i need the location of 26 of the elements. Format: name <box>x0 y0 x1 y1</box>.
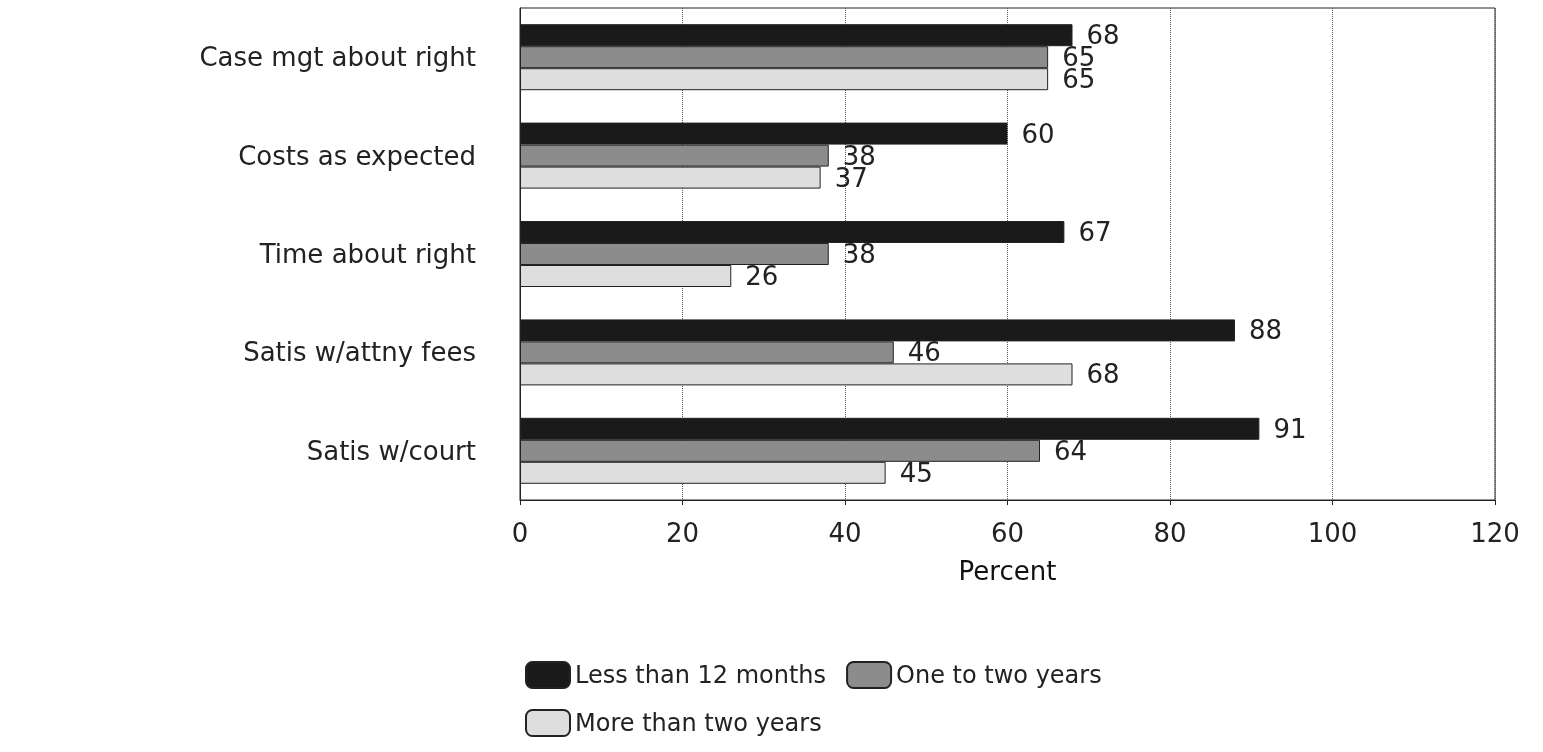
data-label: 26 <box>745 261 779 291</box>
x-tick-label: 20 <box>665 518 700 548</box>
y-tick-label: Satis w/attny fees <box>243 337 476 368</box>
x-tick-label: 80 <box>1153 518 1187 548</box>
data-label: 38 <box>842 239 876 269</box>
data-label: 64 <box>1054 435 1088 466</box>
x-axis-title: Percent <box>958 556 1057 586</box>
data-label: 45 <box>899 457 933 488</box>
data-label: 60 <box>1021 118 1055 149</box>
data-label: 46 <box>907 337 941 368</box>
legend-label: One to two years <box>896 661 1102 689</box>
x-tick-label: 0 <box>511 518 529 548</box>
y-tick-label: Costs as expected <box>238 140 476 171</box>
data-label: 68 <box>1086 359 1120 390</box>
y-tick-label: Satis w/court <box>306 435 476 466</box>
x-tick-label: 40 <box>828 518 862 548</box>
data-label: 88 <box>1249 315 1283 346</box>
legend-label: More than two years <box>575 709 822 737</box>
x-tick-label: 120 <box>1470 518 1520 548</box>
x-tick-label: 100 <box>1307 518 1358 548</box>
legend-label: Less than 12 months <box>575 661 827 689</box>
y-tick-label: Time about right <box>258 239 476 269</box>
data-label: 67 <box>1078 217 1112 247</box>
x-tick-label: 60 <box>990 518 1025 548</box>
y-tick-label: Case mgt about right <box>199 42 476 73</box>
data-label: 91 <box>1273 413 1307 444</box>
